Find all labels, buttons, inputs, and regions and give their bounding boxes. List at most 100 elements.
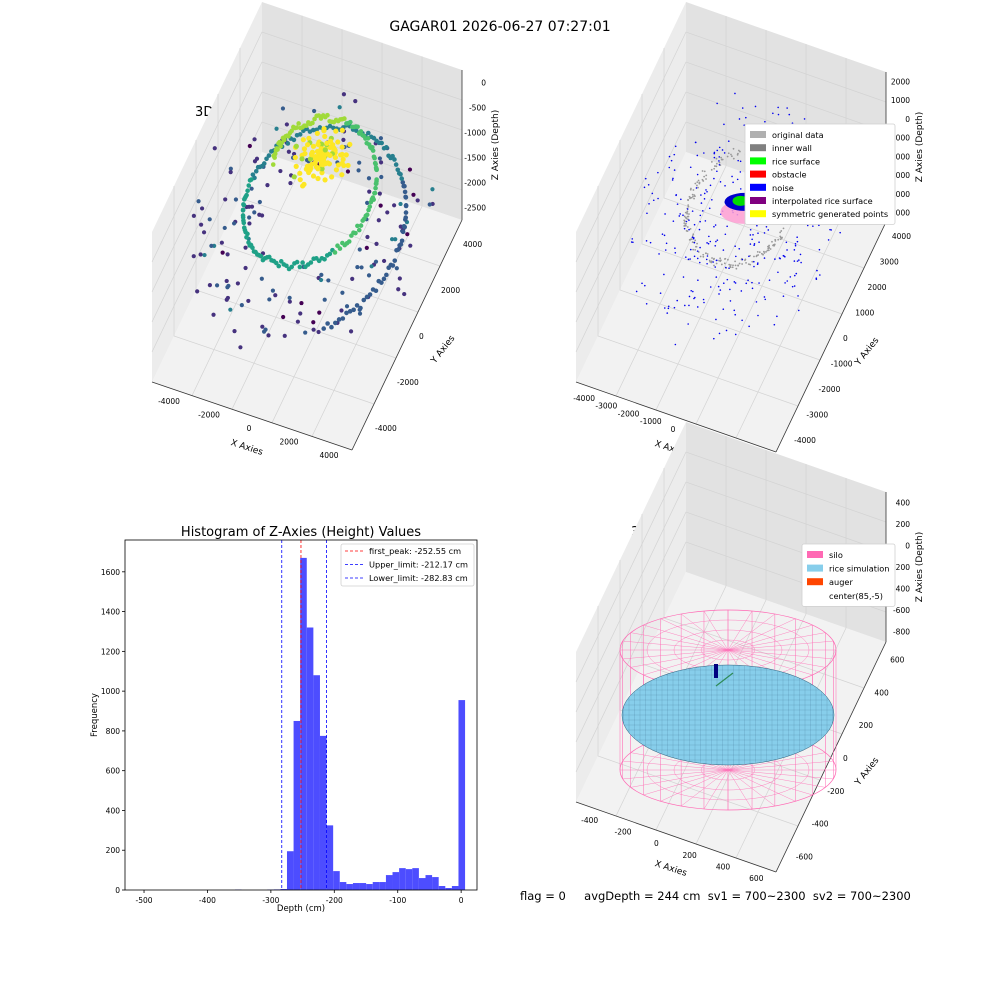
cls-noise-point: [776, 315, 778, 318]
cls-noise-point: [635, 290, 638, 293]
histogram-bar: [412, 868, 419, 890]
raw-point: [297, 177, 303, 183]
cls-legend-label: inner wall: [772, 143, 812, 153]
raw-point: [384, 272, 389, 278]
cls-noise-point: [806, 224, 809, 227]
cls-z-tick-label: -1000: [888, 134, 910, 143]
raw-point: [329, 324, 334, 330]
sim-grid-z: [575, 451, 887, 683]
cls-noise-point: [709, 286, 712, 288]
histogram-y-tick-label: 1000: [101, 687, 120, 696]
raw-point: [338, 152, 344, 158]
sim-z-tick-label: 400: [896, 499, 911, 508]
cls-wall-point: [744, 258, 747, 261]
raw-point: [398, 201, 403, 207]
raw-z-tick-label: -2000: [464, 179, 486, 188]
raw-point: [381, 145, 387, 151]
raw-point: [393, 162, 399, 167]
cls-wall-point: [697, 179, 700, 182]
raw-point: [427, 202, 432, 207]
raw-point: [295, 319, 300, 324]
cls-noise-point: [745, 116, 747, 119]
cls-wall-point: [715, 162, 718, 165]
raw-point: [401, 183, 407, 189]
raw-point: [355, 264, 360, 270]
cls-y-tick-label: 4000: [892, 232, 911, 241]
sim-z-tick-label: -600: [893, 606, 910, 615]
histogram-bar: [326, 825, 334, 890]
raw-point: [267, 297, 272, 302]
cls-noise-point: [696, 173, 699, 176]
histogram-y-tick-label: 600: [106, 767, 121, 776]
cls-noise-point: [751, 287, 754, 290]
raw-point: [322, 256, 327, 262]
raw-point: [315, 141, 321, 147]
cls-grid-y: [597, 186, 799, 407]
raw-z-tick-label: -1500: [464, 154, 486, 163]
cls-noise-point: [839, 231, 841, 234]
raw-point: [319, 272, 324, 277]
raw-point: [332, 250, 338, 255]
raw-point: [291, 174, 297, 180]
cls-noise-point: [716, 149, 719, 152]
raw-point: [345, 169, 351, 174]
raw-z-tick-label: -2500: [464, 204, 486, 213]
cls-wall-point: [781, 236, 783, 239]
cls-wall-point: [762, 253, 764, 256]
cls-noise-point: [767, 229, 770, 231]
cls-wall-point: [694, 182, 697, 185]
cls-wall-point: [684, 216, 687, 219]
cls-wall-point: [756, 250, 759, 253]
cls-noise-point: [675, 193, 678, 196]
cls-noise-point: [753, 243, 756, 245]
raw-point: [311, 327, 316, 332]
raw-point: [372, 190, 378, 196]
cls-wall-point: [774, 238, 777, 241]
cls-wall-point: [729, 266, 732, 269]
raw-point: [348, 329, 354, 334]
raw-point: [304, 142, 311, 148]
cls-wall-point: [767, 249, 770, 252]
raw-point: [354, 303, 360, 308]
cls-noise-point: [819, 274, 821, 276]
histogram-x-axis-label: Depth (cm): [277, 904, 325, 914]
raw-point: [296, 121, 301, 126]
cls-wall-point: [702, 255, 705, 258]
raw-grid-z: [151, 91, 463, 323]
cls-noise-point: [722, 308, 725, 311]
cls-noise-point: [678, 215, 681, 217]
cls-wall-point: [732, 157, 735, 160]
histogram-x-tick-label: 0: [459, 896, 464, 905]
raw-point: [364, 245, 369, 251]
raw-point: [298, 125, 303, 131]
raw-point: [392, 203, 397, 208]
cls-wall-point: [688, 238, 691, 241]
cls-noise-point: [796, 260, 799, 262]
raw-point: [299, 156, 305, 162]
raw-point: [274, 126, 279, 131]
raw-point: [340, 156, 346, 162]
sim-tick-labels: -400 -200 0 200 400 600 -600 -400 -200 0 200 400 600…: [581, 499, 910, 883]
cls-noise-point: [682, 214, 684, 217]
raw-point: [367, 292, 373, 297]
cls-noise-point: [682, 276, 685, 278]
status-caption: flag = 0 avgDepth = 244 cm sv1 = 700~230…: [520, 889, 911, 903]
sim-y-tick-label: 400: [874, 688, 889, 697]
cls-z-tick-label: 1000: [891, 96, 910, 105]
raw-x-axis-line: [151, 381, 353, 451]
cls-noise-point: [757, 262, 759, 264]
raw-point: [252, 137, 257, 142]
raw-point: [289, 264, 295, 270]
cls-noise-point: [651, 192, 654, 195]
raw-point: [371, 197, 376, 202]
cls-wall-point: [771, 240, 773, 243]
cls-wall-point: [723, 262, 726, 265]
cls-legend-label: rice surface: [772, 156, 820, 166]
histogram-bar: [445, 888, 452, 890]
raw-point: [309, 161, 315, 167]
panel-simulation: 3D simulation of Silo Interior-400-20002…: [575, 422, 925, 883]
raw-point: [430, 187, 435, 192]
cls-wall-point: [773, 244, 776, 247]
raw-point: [378, 203, 383, 208]
cls-legend-swatch: [750, 157, 766, 165]
